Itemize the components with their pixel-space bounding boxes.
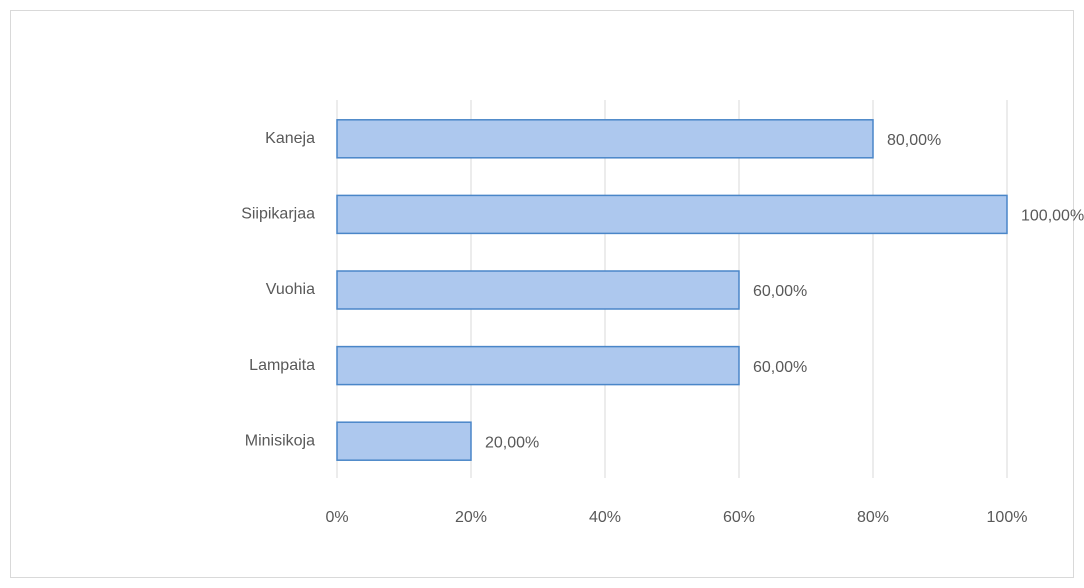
bar (336, 194, 1008, 235)
value-label: 80,00% (887, 132, 941, 149)
y-tick-label: Kaneja (265, 130, 315, 147)
y-tick-label: Vuohia (266, 281, 315, 298)
value-label: 60,00% (753, 283, 807, 300)
bar (336, 345, 740, 386)
x-tick-label: 60% (723, 509, 755, 526)
value-label: 60,00% (753, 359, 807, 376)
x-tick-label: 100% (987, 509, 1028, 526)
x-tick-label: 0% (325, 509, 348, 526)
bar (336, 270, 740, 310)
y-tick-label: Lampaita (249, 357, 315, 374)
value-label: 20,00% (485, 434, 539, 451)
x-tick-label: 20% (455, 509, 487, 526)
y-tick-label: Minisikoja (245, 432, 315, 449)
bar (336, 421, 472, 461)
bar (336, 119, 874, 159)
y-tick-label: Siipikarjaa (241, 206, 315, 223)
x-tick-label: 80% (857, 509, 889, 526)
value-label: 100,00% (1021, 208, 1084, 225)
x-tick-label: 40% (589, 509, 621, 526)
